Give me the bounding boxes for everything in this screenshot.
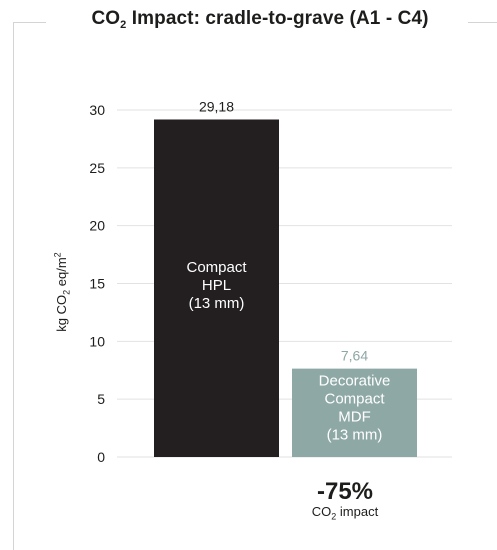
chart-title-prefix: CO bbox=[91, 8, 121, 29]
data-label: 7,64 bbox=[341, 348, 368, 364]
bar-category-label: (13 mm) bbox=[189, 295, 245, 312]
bar-category-label: HPL bbox=[202, 277, 231, 294]
y-axis-label-prefix: kg CO bbox=[53, 294, 69, 332]
frame-top-left-border bbox=[13, 22, 46, 23]
reduction-caption-subscript: 2 bbox=[331, 511, 337, 522]
chart-title-subscript: 2 bbox=[120, 19, 127, 31]
bar-category-label: Compact bbox=[324, 391, 385, 408]
y-tick-label: 0 bbox=[97, 449, 105, 465]
reduction-percentage: -75% bbox=[316, 478, 374, 505]
reduction-caption: CO2 impact bbox=[312, 504, 378, 522]
chart-title-suffix: Impact: cradle-to-grave (A1 - C4) bbox=[126, 8, 429, 29]
y-tick-label: 5 bbox=[97, 391, 105, 407]
y-tick-label: 20 bbox=[89, 218, 105, 234]
reduction-caption-suffix: impact bbox=[336, 504, 379, 519]
data-label: 29,18 bbox=[199, 98, 234, 114]
frame-top-right-border bbox=[468, 22, 497, 23]
bar bbox=[154, 119, 279, 457]
frame-left-border bbox=[13, 22, 14, 550]
y-axis-label-superscript: 2 bbox=[52, 252, 63, 258]
bar-category-label: Decorative bbox=[319, 373, 391, 390]
y-tick-label: 30 bbox=[89, 102, 105, 118]
y-tick-label: 25 bbox=[89, 160, 105, 176]
reduction-caption-prefix: CO bbox=[311, 504, 332, 519]
bar-category-label: Compact bbox=[186, 259, 247, 276]
y-tick-label: 15 bbox=[89, 276, 105, 292]
y-tick-label: 10 bbox=[89, 333, 105, 349]
y-axis-label: kg CO2 eq/m2 bbox=[53, 252, 72, 331]
bar-category-label: MDF bbox=[338, 409, 371, 426]
bar-category-label: (13 mm) bbox=[327, 427, 383, 444]
chart-title: CO2 Impact: cradle-to-grave (A1 - C4) bbox=[58, 8, 462, 31]
y-axis-label-subscript: 2 bbox=[61, 289, 72, 295]
bar bbox=[292, 368, 417, 457]
y-axis-label-mid: eq/m bbox=[53, 257, 69, 290]
